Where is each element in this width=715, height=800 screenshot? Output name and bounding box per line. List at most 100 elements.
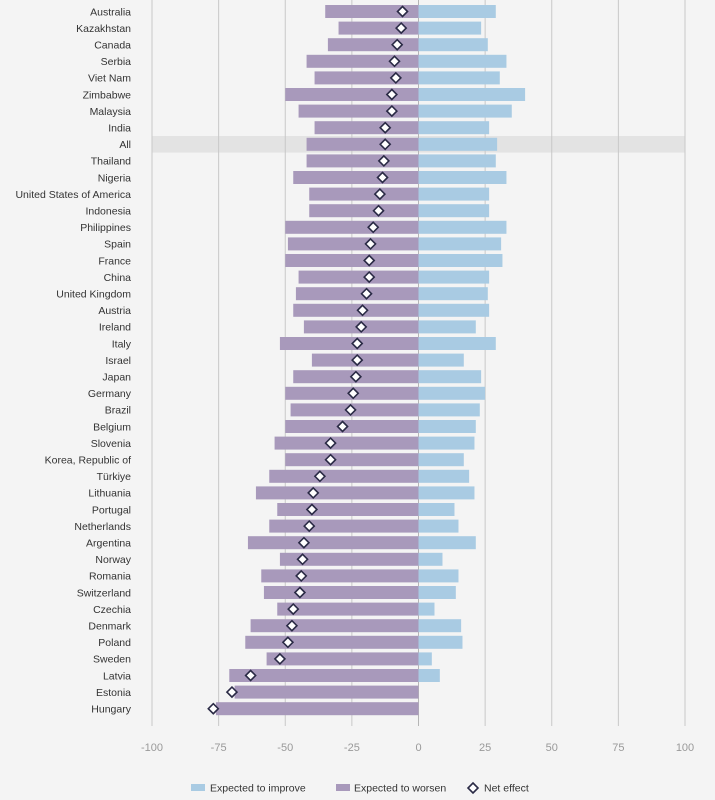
category-label-norway: Norway [95, 554, 131, 566]
x-tick-label: -50 [277, 742, 293, 754]
bar-improve-spain [418, 237, 502, 251]
category-label-ireland: Ireland [99, 322, 131, 334]
category-label-brazil: Brazil [105, 405, 131, 417]
net-effect-marker-france [363, 254, 376, 267]
net-effect-marker-switzerland [293, 586, 307, 599]
bar-worsen-austria [293, 303, 419, 317]
bar-improve-united-states-of-america [418, 187, 490, 201]
category-label-viet-nam: Viet Nam [88, 73, 131, 85]
category-label-netherlands: Netherlands [74, 521, 131, 533]
bar-improve-czechia [418, 602, 435, 616]
bar-improve-israel [418, 353, 464, 367]
net-effect-marker-korea-republic-of [324, 453, 337, 466]
category-label-argentina: Argentina [86, 538, 131, 550]
x-tick-label: -25 [344, 742, 360, 754]
x-tick-label: -100 [141, 742, 163, 754]
bar-worsen-netherlands [269, 519, 419, 533]
bar-improve-germany [418, 386, 486, 400]
bar-improve-switzerland [418, 586, 456, 599]
net-effect-marker-portugal [305, 503, 319, 516]
category-label-japan: Japan [102, 372, 131, 384]
bar-worsen-switzerland [263, 586, 419, 599]
bar-worsen-israel [311, 353, 419, 367]
bar-improve-argentina [418, 536, 476, 550]
bar-improve-nigeria [418, 171, 507, 184]
category-label-malaysia: Malaysia [90, 106, 132, 118]
net-effect-marker-argentina [297, 536, 311, 549]
bar-improve-india [418, 121, 490, 135]
legend-label-worsen: Expected to worsen [354, 783, 446, 795]
net-effect-marker-united-states-of-america [373, 187, 386, 201]
category-label-romania: Romania [89, 571, 131, 583]
bar-improve-denmark [418, 619, 462, 633]
bar-worsen-indonesia [309, 204, 419, 218]
net-effect-marker-japan [349, 370, 363, 383]
category-label-hungary: Hungary [91, 704, 131, 716]
category-label-israel: Israel [105, 355, 131, 367]
net-effect-marker-czechia [287, 602, 300, 616]
net-effect-marker-australia [396, 5, 409, 18]
bar-improve-portugal [418, 503, 455, 516]
bar-worsen-zimbabwe [285, 88, 419, 101]
x-tick-label: 100 [676, 742, 694, 754]
bar-improve-all [418, 137, 498, 151]
net-effect-marker-israel [351, 353, 364, 367]
bar-improve-australia [418, 5, 496, 18]
bar-worsen-hungary [215, 702, 419, 716]
category-label-india: India [108, 123, 131, 135]
legend-swatch-net-effect-diamond [466, 781, 480, 795]
bar-worsen-all [306, 137, 419, 151]
legend-label-improve: Expected to improve [210, 783, 306, 795]
category-label-denmark: Denmark [88, 621, 131, 633]
net-effect-marker-all [379, 138, 392, 151]
net-effect-marker-thailand [377, 154, 390, 168]
net-effect-marker-norway [296, 553, 309, 566]
category-label-italy: Italy [112, 338, 132, 350]
net-effect-marker-spain [364, 237, 377, 251]
bar-improve-latvia [418, 669, 440, 682]
bar-worsen-argentina [247, 536, 419, 550]
net-effect-marker-hungary [207, 702, 220, 715]
net-effect-marker-sweden [273, 652, 287, 666]
category-label-czechia: Czechia [93, 604, 131, 616]
bar-worsen-poland [245, 635, 419, 649]
bar-improve-korea-republic-of [418, 453, 464, 467]
bar-improve-italy [418, 337, 496, 350]
net-effect-marker-canada [391, 38, 404, 51]
net-effect-marker-poland [281, 636, 295, 649]
category-label-kazakhstan: Kazakhstan [76, 23, 131, 35]
category-label-latvia: Latvia [103, 670, 131, 682]
category-label-estonia: Estonia [96, 687, 131, 699]
x-tick-label: 50 [546, 742, 558, 754]
bar-worsen-australia [325, 5, 419, 18]
bar-worsen-belgium [285, 420, 419, 433]
bar-improve-japan [418, 370, 482, 384]
category-label-philippines: Philippines [80, 222, 131, 234]
net-effect-marker-china [363, 270, 376, 284]
category-label-china: China [104, 272, 132, 284]
bar-worsen-lithuania [255, 486, 419, 500]
bar-worsen-norway [279, 552, 419, 566]
bar-worsen-philippines [285, 220, 419, 234]
bar-worsen-thailand [306, 154, 419, 168]
legend-swatch-worsen [336, 784, 350, 791]
bar-worsen-nigeria [293, 171, 419, 184]
category-label-slovenia: Slovenia [91, 438, 131, 450]
category-labels: Australia Kazakhstan Canada Serbia Viet Nam Z… [15, 6, 131, 715]
bars [215, 5, 526, 716]
legend: Expected to improve Expected to worsen N… [191, 781, 529, 795]
legend-label-net-effect: Net effect [484, 783, 529, 795]
category-label-thailand: Thailand [91, 156, 131, 168]
net-effect-marker-italy [351, 337, 364, 350]
legend-swatch-improve [191, 784, 205, 791]
bar-improve-romania [418, 569, 459, 583]
bar-improve-viet-nam [418, 71, 500, 85]
bar-worsen-viet-nam [314, 71, 419, 85]
bar-worsen-portugal [277, 503, 419, 516]
bar-worsen-romania [261, 569, 419, 583]
x-tick-label: -75 [211, 742, 227, 754]
bar-improve-france [418, 254, 503, 267]
net-effect-marker-netherlands [303, 519, 316, 533]
